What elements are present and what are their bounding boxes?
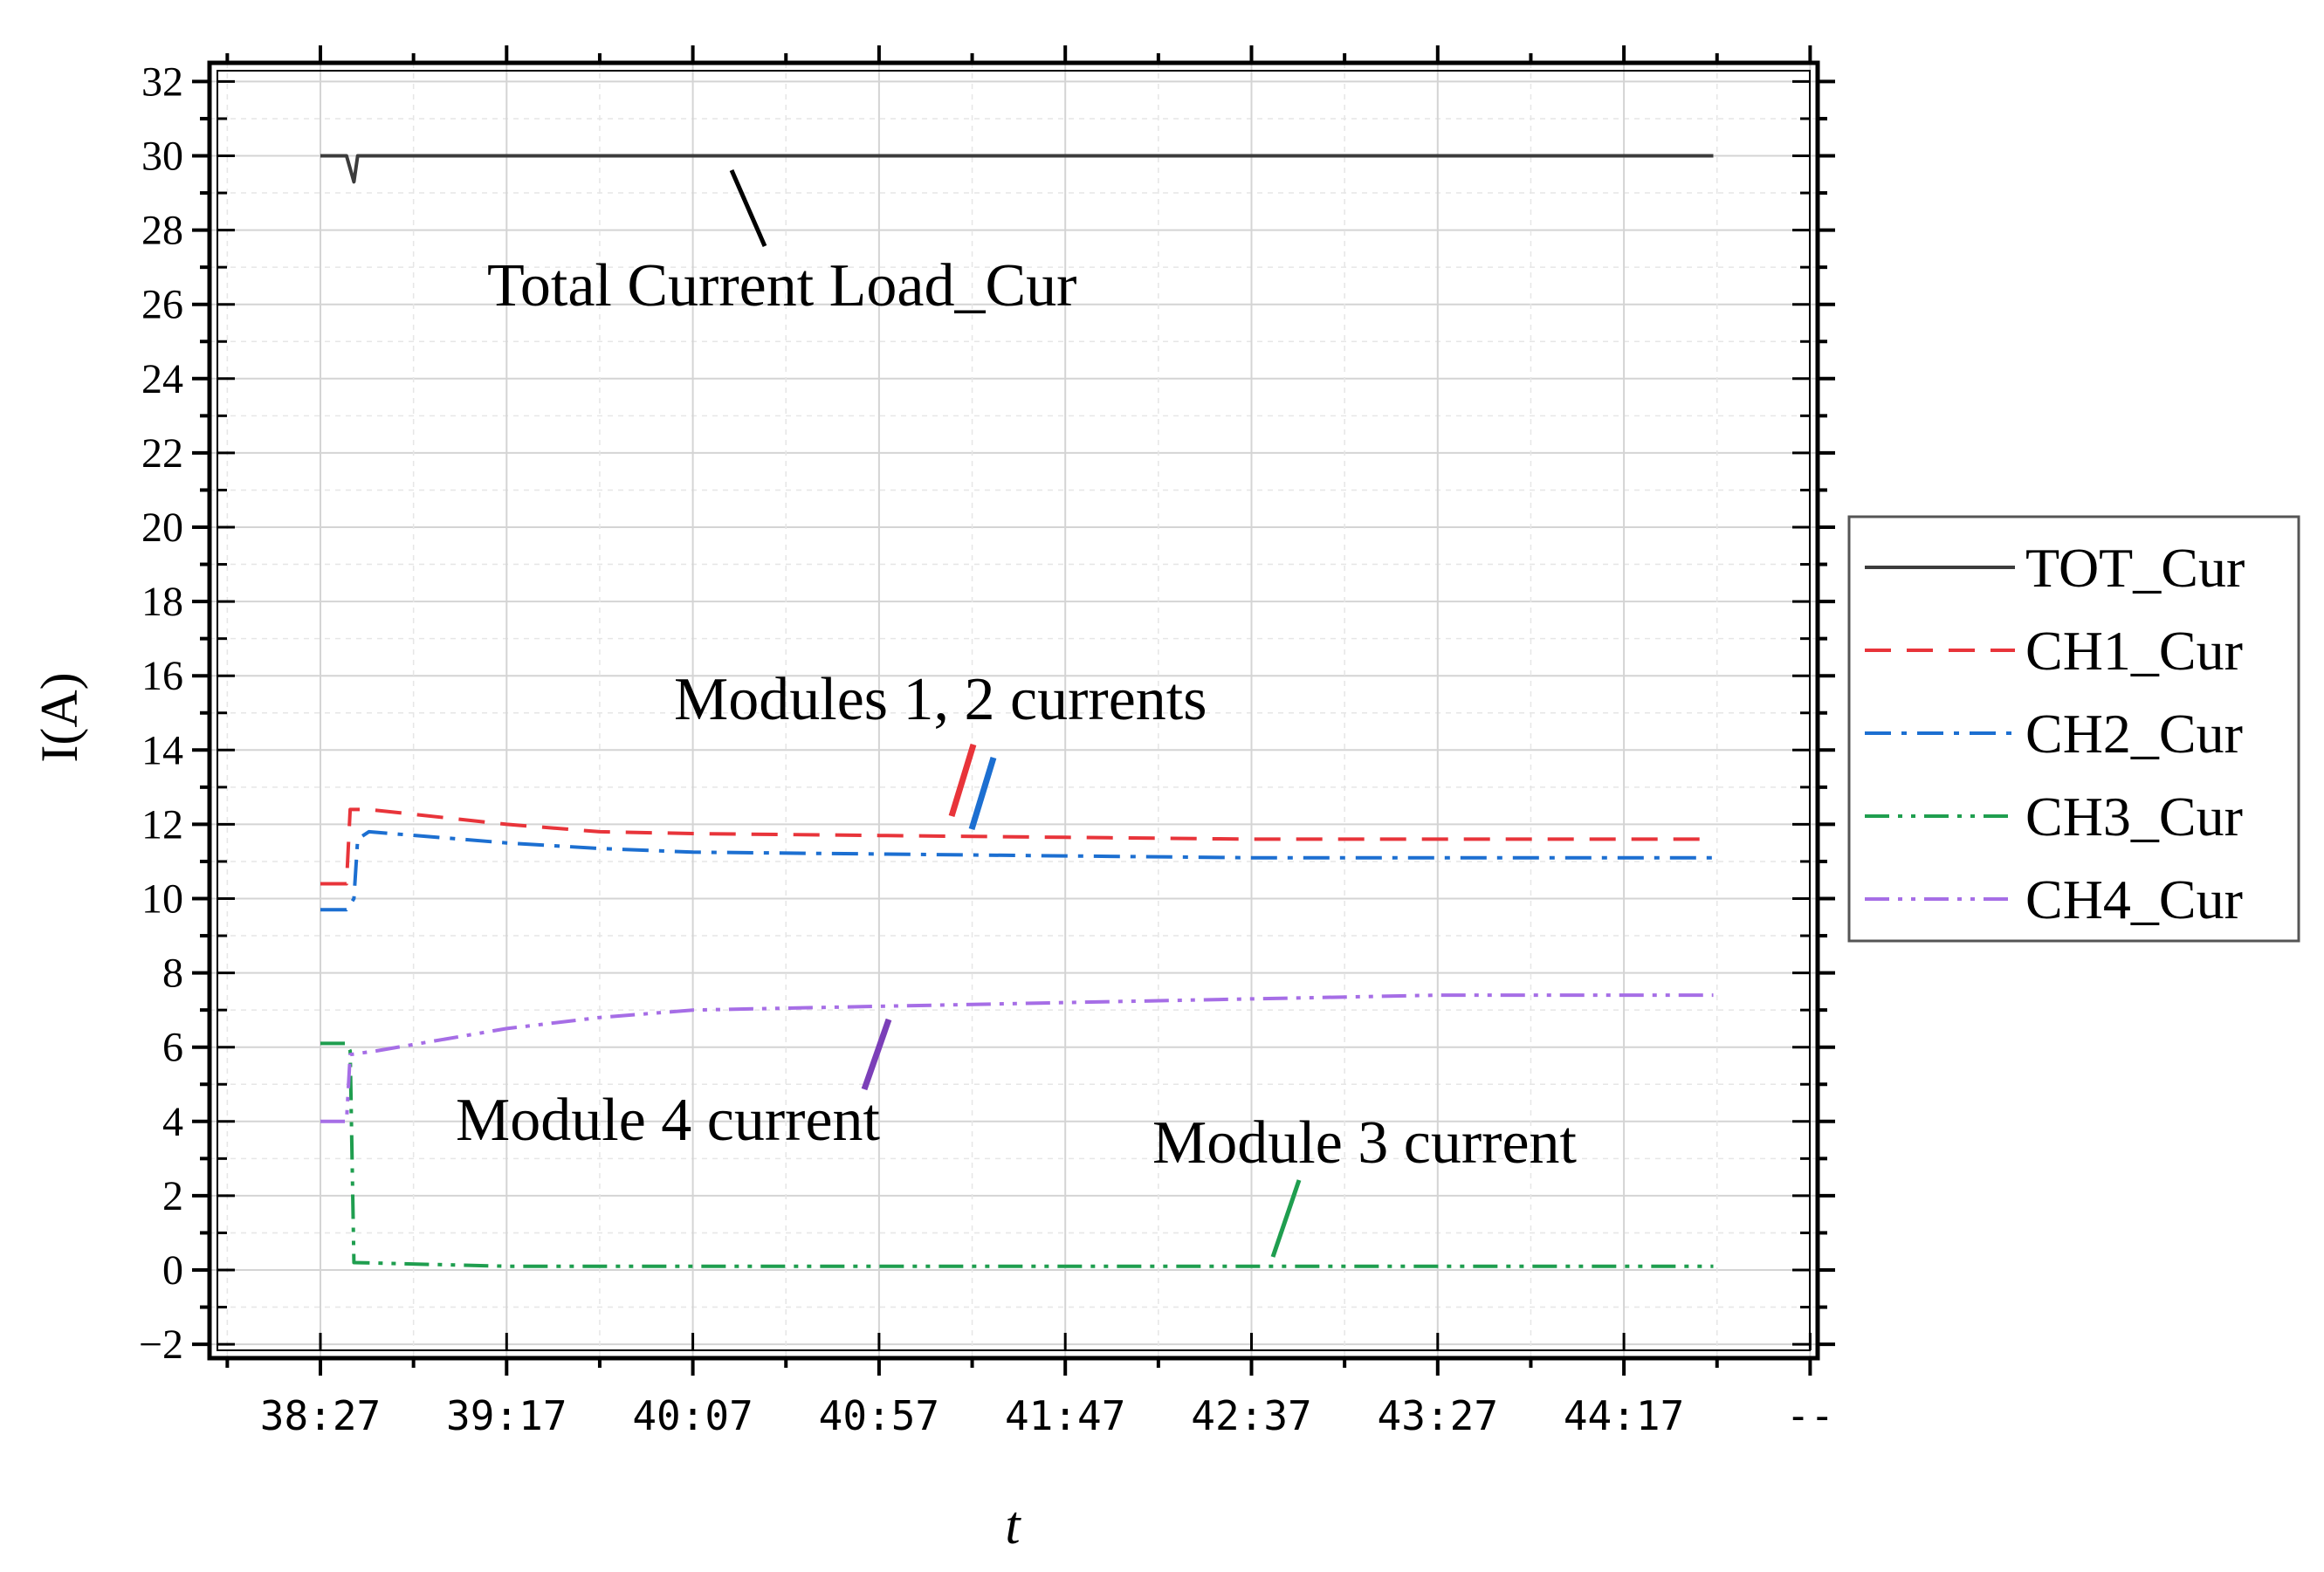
annotations: Total Current Load_Cur Modules 1, 2 curr…	[456, 168, 1578, 1258]
series-layer	[320, 154, 1714, 1268]
annotation-pointer-module-2	[968, 756, 997, 831]
y-tick-label: 20	[141, 505, 183, 551]
y-tick-label: 18	[141, 579, 183, 625]
series-line-ch4-cur	[320, 993, 1714, 1123]
y-tick-label: −2	[139, 1321, 183, 1368]
legend-label-ch1-cur: CH1_Cur	[2025, 620, 2243, 682]
plot-frame	[207, 60, 1820, 1361]
x-tick-label: 41:47	[1005, 1392, 1125, 1439]
x-tick-label: 42:37	[1191, 1392, 1311, 1439]
x-tick-label: 43:27	[1378, 1392, 1498, 1439]
annotation-pointer-module-3	[1270, 1179, 1302, 1258]
y-tick-label: 32	[141, 58, 183, 105]
grid	[210, 63, 1818, 1358]
series-line-ch2-cur	[320, 829, 1714, 912]
y-tick-label: 2	[162, 1173, 183, 1219]
x-tick-label: 40:57	[819, 1392, 939, 1439]
annotation-modules-1-2: Modules 1, 2 currents	[674, 666, 1207, 733]
legend-label-ch4-cur: CH4_Cur	[2025, 868, 2243, 930]
x-tick-label: --	[1786, 1392, 1834, 1439]
y-tick-label: 0	[162, 1247, 183, 1294]
annotation-pointer-module-4	[861, 1018, 892, 1091]
legend-label-ch2-cur: CH2_Cur	[2025, 703, 2243, 765]
y-tick-label: 14	[141, 727, 183, 773]
series-line-ch1-cur	[320, 807, 1714, 886]
x-ticks: 38:27 39:17 40:07 40:57 41:47 42:37 43:27 44:17…	[225, 45, 1834, 1439]
annotation-module-4: Module 4 current	[456, 1087, 881, 1154]
x-tick-label: 44:17	[1564, 1392, 1684, 1439]
plot-background	[210, 63, 1818, 1358]
y-tick-label: 28	[141, 208, 183, 254]
y-tick-label: 10	[141, 876, 183, 923]
plot-border-inner	[217, 70, 1811, 1351]
annotation-module-3: Module 3 current	[1152, 1109, 1578, 1177]
y-tick-label: 30	[141, 134, 183, 180]
y-tick-label: 22	[141, 430, 183, 477]
legend: TOT_Cur CH1_Cur CH2_Cur CH3_Cur CH4_Cur	[1847, 515, 2300, 943]
series-line-tot-cur	[320, 154, 1714, 184]
legend-label-ch3-cur: CH3_Cur	[2025, 786, 2243, 848]
y-tick-label: 4	[162, 1099, 183, 1145]
y-tick-label: 24	[141, 356, 183, 402]
x-tick-label: 39:17	[446, 1392, 567, 1439]
annotation-total-current: Total Current Load_Cur	[487, 252, 1077, 319]
y-tick-label: 26	[141, 282, 183, 328]
annotation-pointer-module-1	[948, 743, 977, 818]
legend-label-tot-cur: TOT_Cur	[2025, 537, 2245, 599]
x-tick-label: 40:07	[632, 1392, 753, 1439]
y-tick-label: 16	[141, 653, 183, 699]
x-tick-label: 38:27	[260, 1392, 381, 1439]
y-axis-label: I(A)	[31, 672, 88, 762]
plot-border-outer	[207, 60, 1820, 1361]
legend-box	[1847, 515, 2300, 943]
y-tick-label: 6	[162, 1025, 183, 1071]
y-tick-label: 12	[141, 801, 183, 848]
annotation-pointer-total	[729, 168, 767, 248]
x-axis-label: t	[1005, 1496, 1021, 1555]
y-tick-label: 8	[162, 951, 183, 997]
